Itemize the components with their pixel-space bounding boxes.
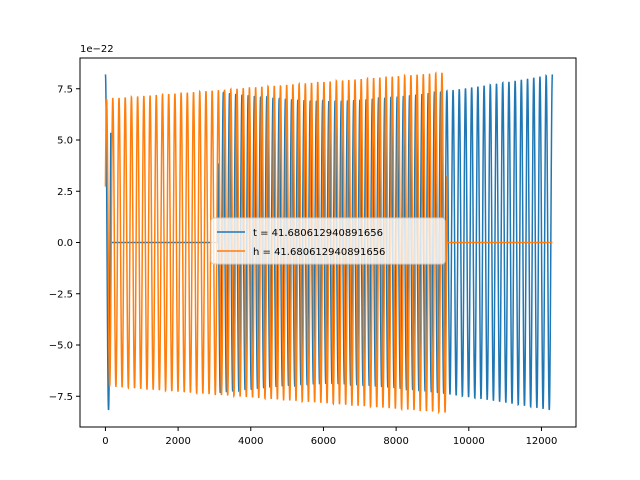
x-tick-label: 10000: [453, 436, 485, 447]
y-offset-label: 1e−22: [80, 44, 114, 55]
series-line-h: [104, 71, 553, 415]
x-tick-label: 6000: [311, 436, 336, 447]
x-tick-label: 8000: [383, 436, 408, 447]
legend: t = 41.680612940891656 h = 41.68061294089…: [210, 217, 446, 265]
x-tick-label: 12000: [526, 436, 558, 447]
series-layer: [104, 71, 554, 415]
y-tick-label: 0.0: [57, 238, 73, 249]
y-tick-label: −5.0: [49, 341, 73, 352]
legend-entry-label: t = 41.680612940891656: [253, 228, 383, 239]
x-tick-label: 0: [102, 436, 108, 447]
y-tick-label: −7.5: [49, 392, 73, 403]
x-axis: 0 2000 4000 6000 8000 10000 12000: [102, 427, 557, 447]
y-tick-label: 2.5: [57, 187, 73, 198]
x-tick-label: 4000: [238, 436, 263, 447]
legend-box: [210, 217, 446, 265]
y-axis: −7.5 −5.0 −2.5 0.0 2.5 5.0 7.5: [49, 84, 80, 403]
y-tick-label: 7.5: [57, 84, 73, 95]
y-tick-label: 5.0: [57, 136, 73, 147]
legend-entry-label: h = 41.680612940891656: [253, 247, 385, 258]
y-tick-label: −2.5: [49, 289, 73, 300]
plot-area: [104, 71, 554, 415]
x-tick-label: 2000: [165, 436, 190, 447]
